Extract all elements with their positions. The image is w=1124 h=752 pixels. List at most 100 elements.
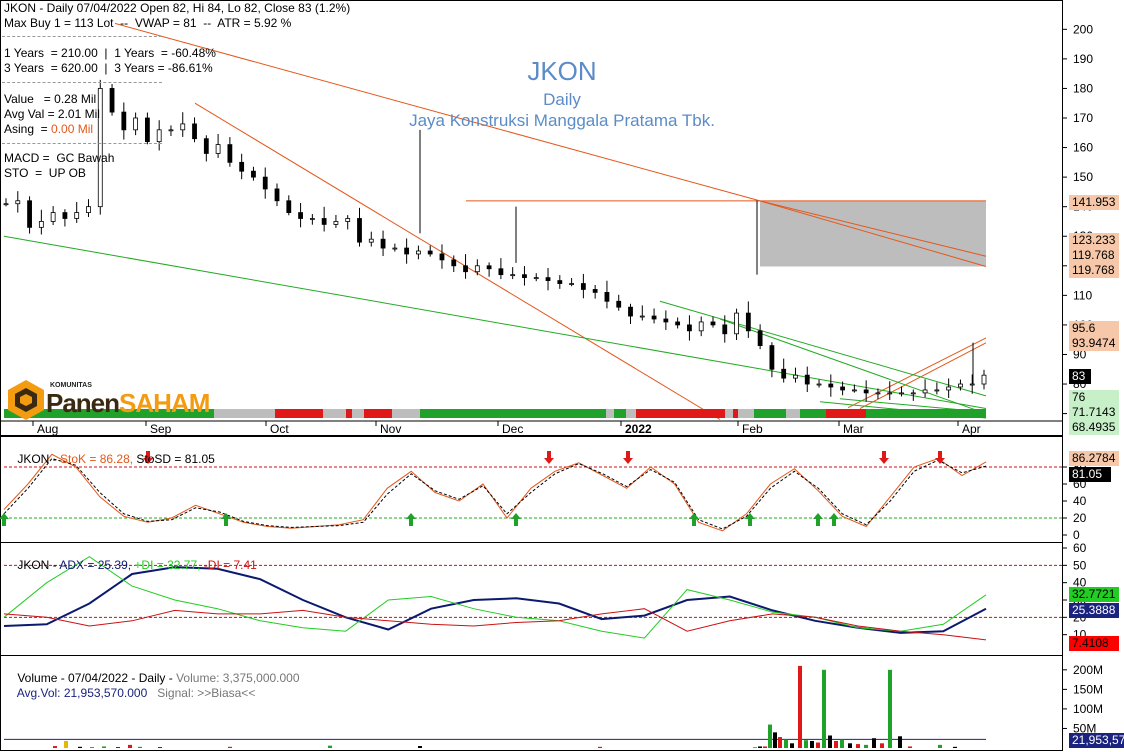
candle-body xyxy=(227,144,233,163)
adx-axis-label: 40 xyxy=(1073,576,1087,590)
minus-di-line xyxy=(3,608,987,641)
trend-strip-segment xyxy=(4,409,214,418)
candle-body xyxy=(439,253,445,261)
trendline xyxy=(759,200,987,257)
candle-body xyxy=(156,129,162,143)
candle-body xyxy=(734,312,739,335)
volume-axis-label: 150M xyxy=(1073,682,1103,696)
candle-body xyxy=(345,218,351,222)
volume-title-b: Volume: 3,375,000.000 xyxy=(176,671,300,685)
candle-body xyxy=(510,274,516,277)
volume-bar xyxy=(828,735,832,748)
candle-body xyxy=(404,247,410,255)
trend-strip-segment xyxy=(392,409,420,418)
info-line-avgval: Avg Val = 2.01 Mil xyxy=(4,107,100,121)
stoch-buy-arrow xyxy=(0,513,9,526)
volume-bar xyxy=(418,746,422,748)
asing-label: Asing = xyxy=(4,122,52,136)
volume-title-a: Volume - 07/04/2022 - Daily - xyxy=(17,671,177,685)
price-tag-resistance-2: 119.768 xyxy=(1069,248,1119,263)
panensaham-logo: KOMUNITAS PanenSAHAM xyxy=(4,378,216,422)
stoch-sell-arrow xyxy=(143,451,153,464)
date-label: Sep xyxy=(150,422,172,436)
adx-panel xyxy=(3,556,1062,641)
price-axis-label: 160 xyxy=(1073,141,1093,155)
candle-body xyxy=(522,274,527,279)
trend-strip-segment xyxy=(826,409,866,418)
candle-body xyxy=(50,212,56,222)
candle-body xyxy=(851,389,857,392)
stoch-k-label: StoK = 86.28, xyxy=(60,452,134,466)
panel-frames xyxy=(0,0,1063,751)
volume-bar xyxy=(790,743,794,748)
price-tag-support-2: 71.7143 xyxy=(1069,405,1119,420)
volume-bar xyxy=(888,669,892,748)
volume-bar xyxy=(864,744,868,748)
price-axis-label: 150 xyxy=(1073,170,1093,184)
volume-bar xyxy=(804,740,808,748)
volume-bar xyxy=(763,746,767,748)
candle-body xyxy=(239,161,245,172)
trendline xyxy=(847,337,987,409)
adx-tag-mdi: 7.4108 xyxy=(1069,636,1119,651)
trend-strip-segment xyxy=(725,409,733,418)
price-tag-last-close: 83 xyxy=(1069,369,1091,384)
candle-body xyxy=(745,312,751,332)
stoch-axis-label: 40 xyxy=(1073,494,1087,508)
trend-strip-segment xyxy=(214,409,275,418)
volume-bar xyxy=(53,746,57,748)
info-line-3year: 3 Years = 620.00 | 3 Years = -86.61% xyxy=(4,61,213,75)
logo-text-saham: SAHAM xyxy=(119,388,210,418)
trend-strip-segment xyxy=(420,409,606,418)
trend-strip-segment xyxy=(275,409,323,418)
candle-body xyxy=(38,221,44,228)
candle-body xyxy=(62,212,68,219)
stoch-sell-arrow xyxy=(623,451,633,464)
date-label: Oct xyxy=(270,422,289,436)
candle-body xyxy=(121,111,127,131)
logo-mark-icon xyxy=(8,380,44,420)
volume-bar xyxy=(908,746,912,748)
candle-body xyxy=(675,321,681,326)
volume-bar xyxy=(158,747,162,748)
asing-value: 0.00 Mil xyxy=(51,122,94,136)
trend-strip-segment xyxy=(606,409,614,418)
price-axis-label: 190 xyxy=(1073,52,1093,66)
date-label: Feb xyxy=(742,422,763,436)
stoch-sell-arrow xyxy=(935,451,945,464)
info-line-asing: Asing = 0.00 Mil xyxy=(4,122,93,137)
stoch-tag-k: 86.2784 xyxy=(1069,451,1119,466)
adx-title: JKON - ADX = 25.39, +DI = 32.77, -DI = 7… xyxy=(4,544,257,586)
volume-panel-frame xyxy=(0,655,1063,751)
volume-bar xyxy=(128,744,132,748)
info-line-macd: MACD = GC Bawah xyxy=(4,151,115,165)
candle-body xyxy=(887,392,893,395)
stoch-axis-label: 20 xyxy=(1073,511,1087,525)
candle-body xyxy=(498,268,504,276)
trend-strip-segment xyxy=(786,409,800,418)
logo-text-panen: Panen xyxy=(46,388,120,418)
stoch-buy-arrow xyxy=(406,513,416,526)
date-label: Dec xyxy=(502,422,523,436)
price-tag-support-3: 68.4935 xyxy=(1069,420,1119,435)
candle-body xyxy=(368,238,374,243)
trend-strip-segment xyxy=(733,409,738,418)
volume-bar xyxy=(898,736,902,748)
candle-body xyxy=(769,345,775,370)
candle-body xyxy=(463,265,468,273)
candle-body xyxy=(380,238,386,249)
volume-bar xyxy=(834,740,838,748)
adx-axis-label: 60 xyxy=(1073,541,1087,555)
candle-body xyxy=(663,318,669,323)
info-line-value: Value = 0.28 Mil xyxy=(4,92,97,106)
trend-strip-segment xyxy=(614,409,626,418)
price-tag-resistance-3: 119.768 xyxy=(1069,263,1119,278)
price-panel-frame xyxy=(0,0,1063,436)
candle-body xyxy=(816,383,822,386)
watermark-ticker: JKON xyxy=(527,56,597,86)
stoch-buy-arrow xyxy=(745,513,755,526)
volume-axis-label: 50M xyxy=(1073,721,1096,735)
candle-body xyxy=(416,250,421,255)
